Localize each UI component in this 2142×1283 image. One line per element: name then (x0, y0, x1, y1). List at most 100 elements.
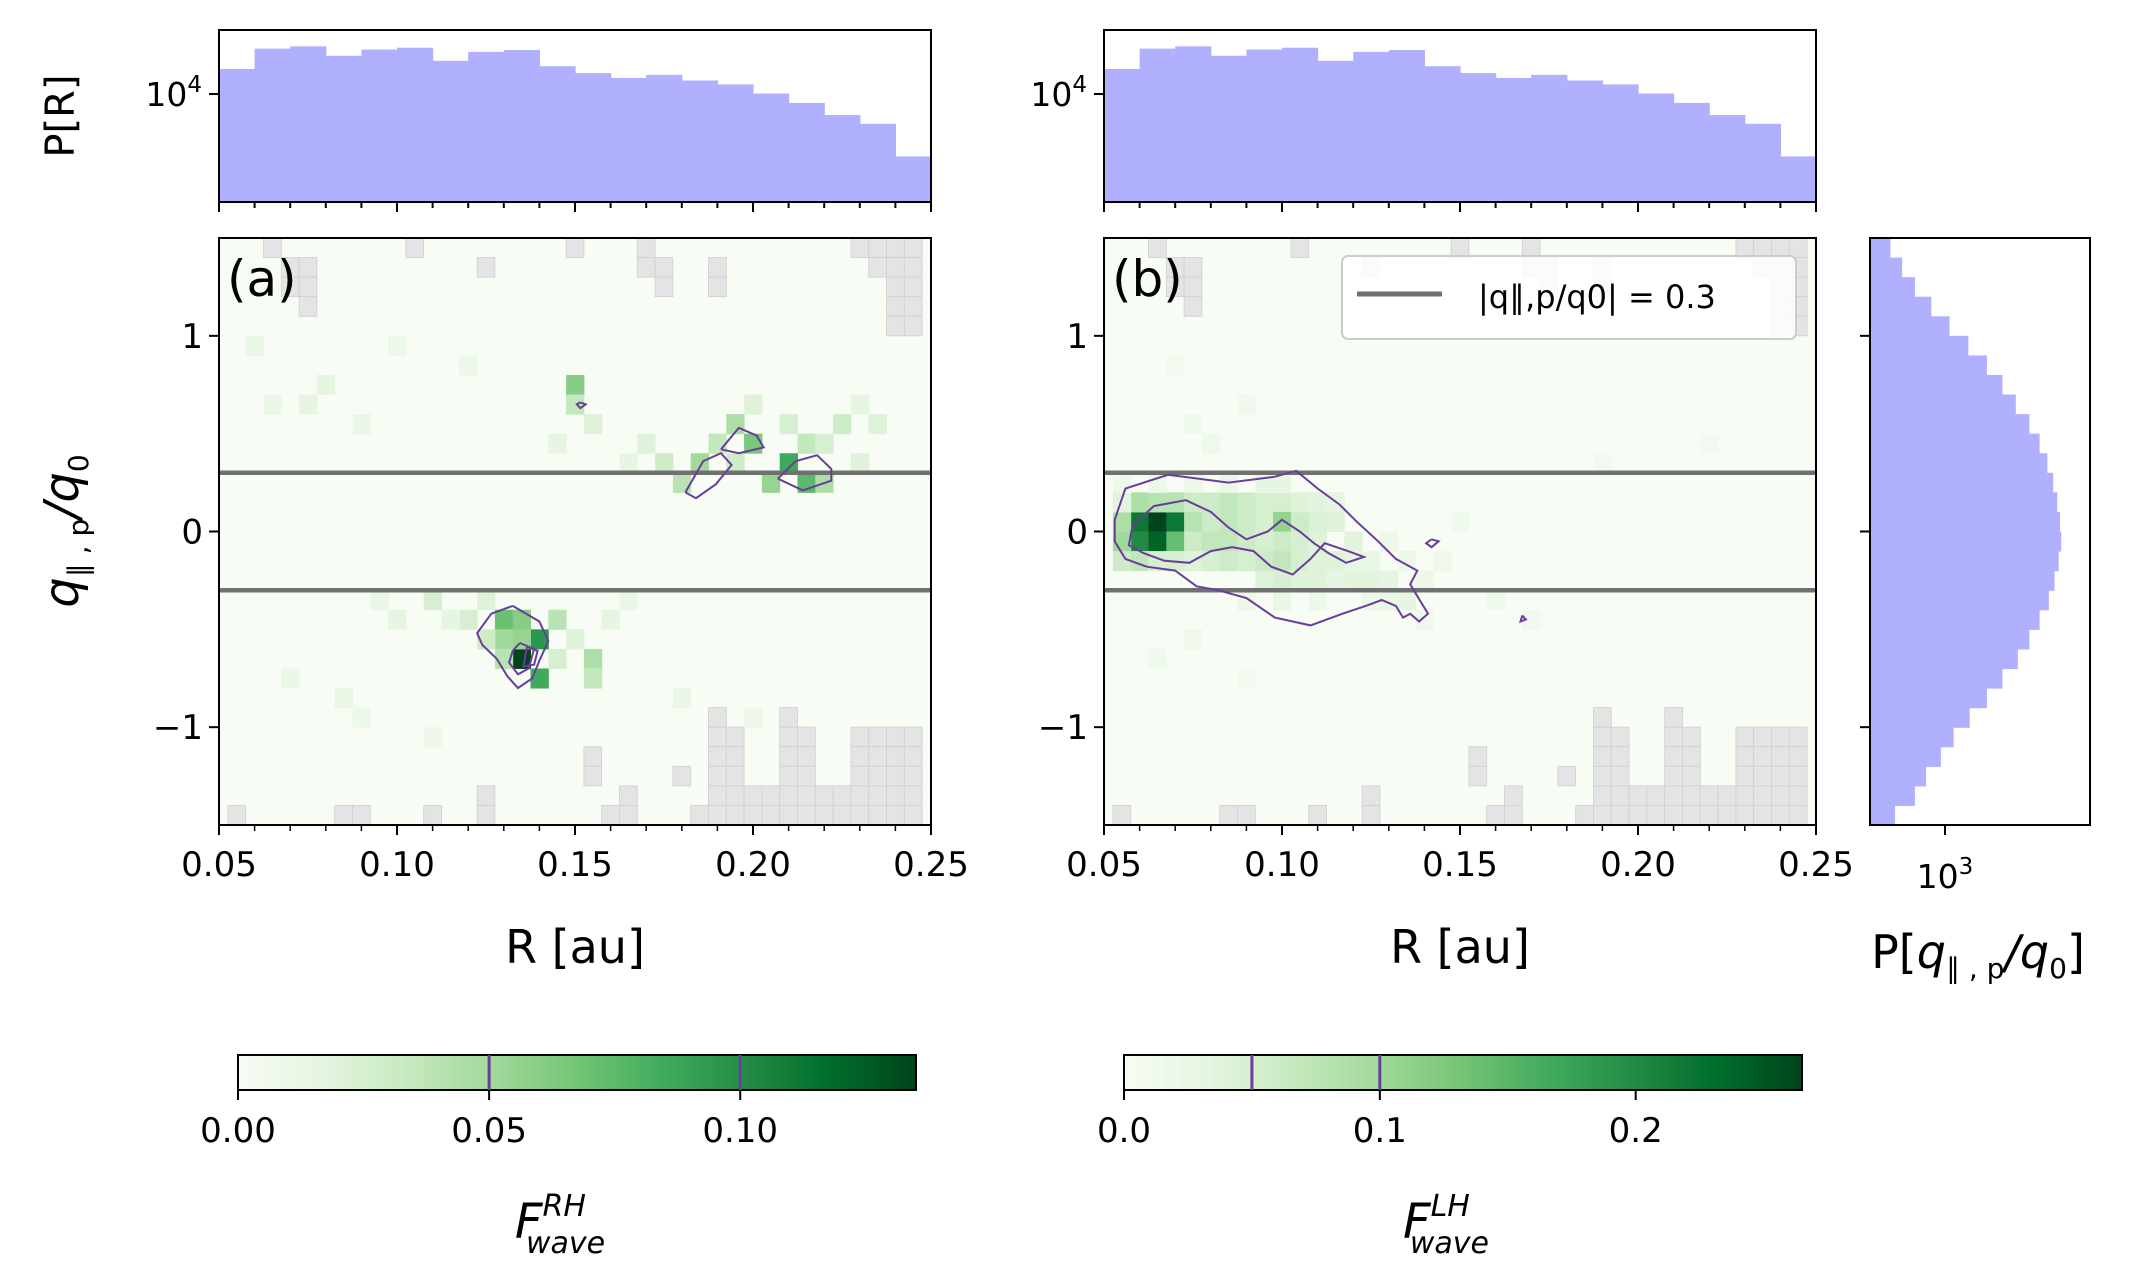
heatmap-cell (1255, 492, 1274, 513)
heatmap-cell (1344, 531, 1363, 552)
hist-bar (1870, 746, 1941, 767)
empty-cell (1717, 805, 1737, 825)
empty-cell (886, 765, 905, 787)
heatmap-cell (1593, 453, 1612, 474)
empty-cell (761, 805, 781, 825)
hist-bar (1460, 73, 1497, 202)
empty-cell (1735, 726, 1755, 748)
hist-bar (1870, 257, 1903, 278)
empty-cell (886, 785, 905, 806)
heatmap-cell (1273, 492, 1292, 513)
hist-bar (895, 156, 932, 202)
heatmap-cell (1255, 531, 1274, 552)
empty-cell (1788, 746, 1808, 767)
heatmap-b: 0.05 0.10 0.15 0.20 0.25 −1 0 1 (b) R [au] |q∥… (1038, 237, 1854, 974)
heatmap-cell (1166, 531, 1185, 552)
colorbar-a-contour-levels (487, 1055, 742, 1090)
hist-bar (1531, 74, 1568, 202)
heatmap-cell (619, 590, 638, 611)
hist-bar (1870, 570, 2055, 591)
heatmap-cell (1273, 472, 1292, 493)
empty-cell (725, 765, 745, 787)
heatmap-cell (1290, 551, 1310, 572)
heatmap-cell (1166, 355, 1185, 376)
empty-cell (1753, 726, 1772, 748)
empty-cell (1664, 746, 1683, 767)
heatmap-cell (1273, 531, 1292, 552)
heatmap-cell (1130, 511, 1149, 532)
heatmap-cell (316, 374, 336, 396)
colorbar-tick-label: 0.10 (702, 1111, 778, 1151)
hist-bar (1870, 531, 2062, 552)
hist-bar (325, 55, 362, 203)
hist-bar (397, 47, 434, 202)
hist-r-b-xticks (1103, 202, 1817, 212)
heatmap-cell (1148, 472, 1167, 493)
heatmap-cell (494, 609, 514, 630)
hist-bar (1870, 785, 1915, 807)
heatmap-cell (388, 609, 407, 630)
empty-cell (886, 296, 905, 317)
empty-cell (797, 765, 816, 787)
colorbar-b-label: FLH wave (1403, 1189, 1489, 1261)
heatmap-a-xticks: 0.05 0.10 0.15 0.20 0.25 (181, 825, 969, 885)
hist-bar (1870, 766, 1927, 787)
colorbar-tick-label: 0.05 (451, 1111, 527, 1151)
heatmap-cell (1184, 492, 1203, 513)
heatmap-cell (512, 609, 531, 630)
hist-r-b: 104 (1030, 29, 1817, 212)
heatmap-cell (1237, 394, 1256, 415)
heatmap-cell (423, 727, 442, 748)
empty-cell (1504, 805, 1523, 825)
hist-bar (432, 60, 469, 202)
heatmap-cell (1362, 590, 1381, 611)
hist-bar (1870, 492, 2058, 513)
empty-cell (1628, 785, 1648, 806)
heatmap-cell (1148, 531, 1167, 552)
heatmap-cell (1112, 551, 1132, 572)
empty-cell (708, 276, 727, 298)
hist-bar (610, 77, 647, 202)
heatmap-cell (548, 648, 567, 669)
heatmap-cell (245, 335, 264, 356)
hist-bar (290, 46, 327, 202)
empty-cell (405, 238, 425, 258)
heatmap-cell (850, 394, 870, 415)
empty-cell (1771, 238, 1790, 258)
empty-cell (1610, 765, 1630, 787)
empty-cell (1575, 805, 1594, 825)
hist-bar (1870, 707, 1970, 728)
empty-cell (1682, 746, 1701, 767)
empty-cell (1486, 805, 1505, 825)
empty-cell (779, 707, 798, 728)
y-tick-label: 0 (181, 513, 203, 553)
empty-cell (1593, 805, 1612, 825)
heatmap-cell (1237, 492, 1256, 513)
empty-cell (832, 805, 852, 825)
empty-cell (903, 726, 923, 748)
empty-cell (654, 257, 674, 278)
heatmap-cell (477, 590, 496, 611)
heatmap-cell (459, 355, 478, 376)
heatmap-cell (1290, 570, 1310, 591)
empty-cell (903, 805, 923, 825)
heatmap-cell (1255, 570, 1274, 591)
empty-cell (1557, 765, 1577, 787)
hist-bar (1870, 805, 1896, 826)
hist-bar (1709, 115, 1746, 202)
heatmap-cell (1237, 668, 1256, 689)
heatmap-cell (352, 707, 371, 728)
y-tick-label: −1 (153, 708, 203, 748)
hist-bar (1744, 123, 1781, 202)
empty-cell (263, 238, 282, 258)
hist-bar (1870, 590, 2049, 611)
empty-cell (1664, 726, 1683, 748)
empty-cell (1468, 765, 1488, 787)
heatmap-cell (1290, 511, 1310, 532)
empty-cell (797, 805, 816, 825)
x-tick-label: 0.25 (1778, 845, 1854, 885)
empty-cell (725, 726, 745, 748)
heatmap-cell (655, 453, 674, 474)
empty-cell (1593, 765, 1612, 787)
heatmap-cell (637, 433, 656, 454)
